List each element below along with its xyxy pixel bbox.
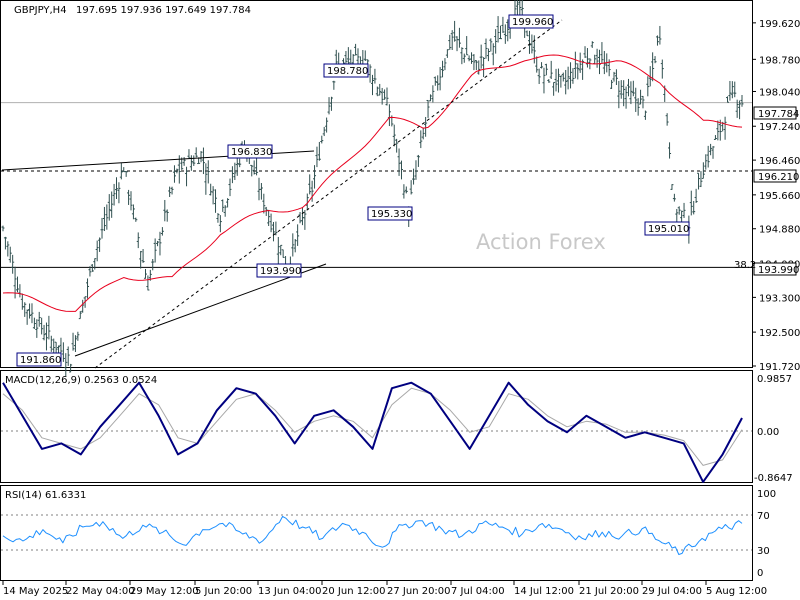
macd-main-line [2,381,743,483]
watermark: Action Forex [476,230,606,254]
fib-label: 38.2 [734,260,756,271]
time-tick-label: 21 Jul 20:00 [579,586,639,597]
svg-text:195.010: 195.010 [648,224,689,235]
price-tick-label: 199.620 [759,19,800,30]
price-tick-label: 191.720 [759,362,800,373]
price-tick-label: 198.780 [759,55,800,66]
time-tick-label: 7 Jul 04:00 [451,586,505,597]
time-tick-label: 22 May 04:00 [66,586,135,597]
time-tick-label: 20 Jun 12:00 [322,586,386,597]
level-193-box [753,262,797,276]
macd-tick-zero: 0.00 [757,427,779,438]
rsi-title: RSI(14) 61.6331 [5,490,86,501]
time-tick-label: 29 Jul 04:00 [642,586,702,597]
rsi-line [2,515,743,555]
annotation-198780: 198.780 [323,63,369,78]
price-tick-label: 194.880 [759,225,800,236]
annotation-199960: 199.960 [508,14,554,29]
time-tick-label: 13 Jun 04:00 [258,586,322,597]
ohlc-values: 197.695 197.936 197.649 197.784 [76,5,251,16]
time-tick-label: 29 May 12:00 [130,586,199,597]
macd-title: MACD(12,26,9) 0.2563 0.0524 [5,375,157,386]
rsi-tick-0: 0 [757,568,763,579]
macd-tick-top: 0.9857 [757,374,792,385]
macd-panel [0,370,753,483]
price-tick-label: 195.660 [759,191,800,202]
rsi-tick-100: 100 [757,489,776,500]
annotation-195330: 195.330 [367,206,413,221]
time-tick-label: 5 Aug 12:00 [706,586,767,597]
svg-text:195.330: 195.330 [371,209,412,220]
channel-dashed-line [94,19,563,369]
svg-text:193.990: 193.990 [260,266,301,277]
price-tick-label: 197.240 [759,122,800,133]
price-tick-label: 192.500 [759,328,800,339]
svg-text:196.830: 196.830 [231,147,272,158]
ma-path [2,54,743,312]
macd-tick-bottom: -0.8647 [754,473,793,484]
macd-signal-line [2,387,743,466]
price-tick-label: 193.300 [759,293,800,304]
annotation-191860: 191.860 [16,352,62,367]
current-price-label: 197.784 [758,109,799,120]
level-196-label: 196.210 [758,172,799,183]
svg-text:199.960: 199.960 [512,17,553,28]
price-level-lines [1,102,752,268]
time-tick-label: 27 Jun 20:00 [387,586,451,597]
price-panel [0,0,753,368]
annotation-193990: 193.990 [256,263,302,278]
lower-trend-line [74,263,327,357]
svg-text:198.780: 198.780 [327,66,368,77]
macd-lines [2,381,743,483]
svg-text:191.860: 191.860 [20,355,61,366]
rsi-tick-30: 30 [757,546,770,557]
time-tick-label: 14 Jul 12:00 [514,586,574,597]
rsi-panel [0,485,753,581]
annotation-195010: 195.010 [644,221,690,236]
rsi-path [2,515,743,555]
time-tick-label: 5 Jun 20:00 [195,586,252,597]
rsi-tick-70: 70 [757,511,770,522]
annotation-196830: 196.830 [227,144,273,159]
price-bars [1,0,744,377]
level-193-label: 193.990 [758,265,799,276]
current-price-box [753,106,797,120]
price-tick-label: 198.040 [759,87,800,98]
price-axis: 199.620 198.780 198.040 197.240 196.460 195.6… [752,19,800,373]
symbol-timeframe-label: GBPJPY,H4 [14,5,67,16]
time-tick-label: 14 May 2025 [3,586,68,597]
level-196-box [753,169,797,183]
price-tick-label: 196.460 [759,156,800,167]
moving-average-line [2,54,743,312]
